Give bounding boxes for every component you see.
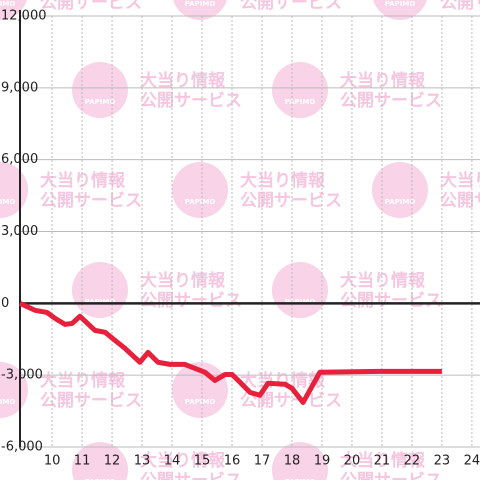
x-tick-label: 20 xyxy=(344,454,361,469)
watermark-logo-text: PAPIMO xyxy=(185,0,216,8)
watermark-text: 公開サービス xyxy=(440,0,480,13)
watermark-text: 公開サービス xyxy=(340,91,442,111)
x-tick-label: 19 xyxy=(314,454,331,469)
watermark-logo-text: PAPIMO xyxy=(85,98,116,106)
watermark-logo xyxy=(0,162,28,218)
watermark-text: 公開サービス xyxy=(40,391,142,411)
watermark-logo-text: PAPIMO xyxy=(185,398,216,406)
watermark-text: 公開サービス xyxy=(240,191,342,211)
watermark-logo xyxy=(373,0,427,20)
x-tick-label: 22 xyxy=(404,454,421,469)
watermark-logo xyxy=(172,162,228,218)
x-tick-label: 17 xyxy=(254,454,271,469)
watermark-logo xyxy=(72,442,128,480)
watermark-logo xyxy=(173,0,227,20)
x-tick-label: 24 xyxy=(464,454,480,469)
y-tick-label: 12,000 xyxy=(1,9,47,24)
watermark-text: 大当り情報 xyxy=(340,450,426,471)
watermark-logo xyxy=(0,0,27,20)
watermark-text: 公開サービス xyxy=(40,0,142,13)
watermark-logo xyxy=(372,162,428,218)
watermark-logo-text: PAPIMO xyxy=(0,0,15,8)
watermark-text: 公開サービス xyxy=(140,471,242,480)
x-tick-label: 15 xyxy=(194,454,211,469)
x-tick-label: 10 xyxy=(44,454,61,469)
watermark-text: 公開サービス xyxy=(140,91,242,111)
y-tick-label: -3,000 xyxy=(1,368,43,383)
y-tick-label: 0 xyxy=(1,296,9,311)
watermark-logo-text: PAPIMO xyxy=(385,198,416,206)
watermark-logo-text: PAPIMO xyxy=(0,398,15,406)
watermark-text: 公開サービス xyxy=(340,291,442,311)
data-line xyxy=(18,301,442,405)
watermark-text: 大当り情報 xyxy=(140,70,226,91)
watermark-text: 公開サービス xyxy=(240,0,342,13)
watermark-logo xyxy=(172,362,228,418)
watermark-logo-text: PAPIMO xyxy=(185,198,216,206)
watermark-logo xyxy=(72,62,128,118)
watermark-logo-text: PAPIMO xyxy=(285,298,316,306)
x-tick-label: 13 xyxy=(134,454,151,469)
watermark-text: 大当り情報 xyxy=(240,170,326,191)
watermark-text: 大当り情報 xyxy=(340,70,426,91)
watermark-logo-text: PAPIMO xyxy=(285,478,316,480)
watermark-logo xyxy=(272,442,328,480)
watermark-logo-text: PAPIMO xyxy=(0,198,15,206)
watermark-text: 公開サービス xyxy=(340,471,442,480)
watermark-logo xyxy=(272,62,328,118)
watermark-text: 公開サービス xyxy=(440,191,480,211)
x-tick-label: 16 xyxy=(224,454,241,469)
x-tick-label: 21 xyxy=(374,454,391,469)
watermark-text: 公開サービス xyxy=(140,291,242,311)
watermark-text: 大当り情報 xyxy=(140,270,226,291)
x-tick-label: 14 xyxy=(164,454,181,469)
x-tick-label: 12 xyxy=(104,454,121,469)
watermark-text: 大当り情報 xyxy=(340,270,426,291)
watermark-text: 大当り情報 xyxy=(140,450,226,471)
watermark-logo-text: PAPIMO xyxy=(85,478,116,480)
watermark-logo-text: PAPIMO xyxy=(285,98,316,106)
watermark-logo-text: PAPIMO xyxy=(85,298,116,306)
watermark-logo xyxy=(72,262,128,318)
watermark-text: 公開サービス xyxy=(40,191,142,211)
watermark-logo xyxy=(272,262,328,318)
watermark-text: 大当り情報 xyxy=(40,170,126,191)
x-tick-label: 23 xyxy=(434,454,451,469)
watermark-text: 公開サービス xyxy=(240,391,342,411)
y-tick-label: -6,000 xyxy=(1,440,43,455)
watermark-logo-text: PAPIMO xyxy=(385,0,416,8)
x-tick-label: 18 xyxy=(284,454,301,469)
watermark-text: 大当り情報 xyxy=(40,370,126,391)
watermark-text: 大当り情報 xyxy=(440,170,480,191)
x-tick-label: 11 xyxy=(74,454,91,469)
